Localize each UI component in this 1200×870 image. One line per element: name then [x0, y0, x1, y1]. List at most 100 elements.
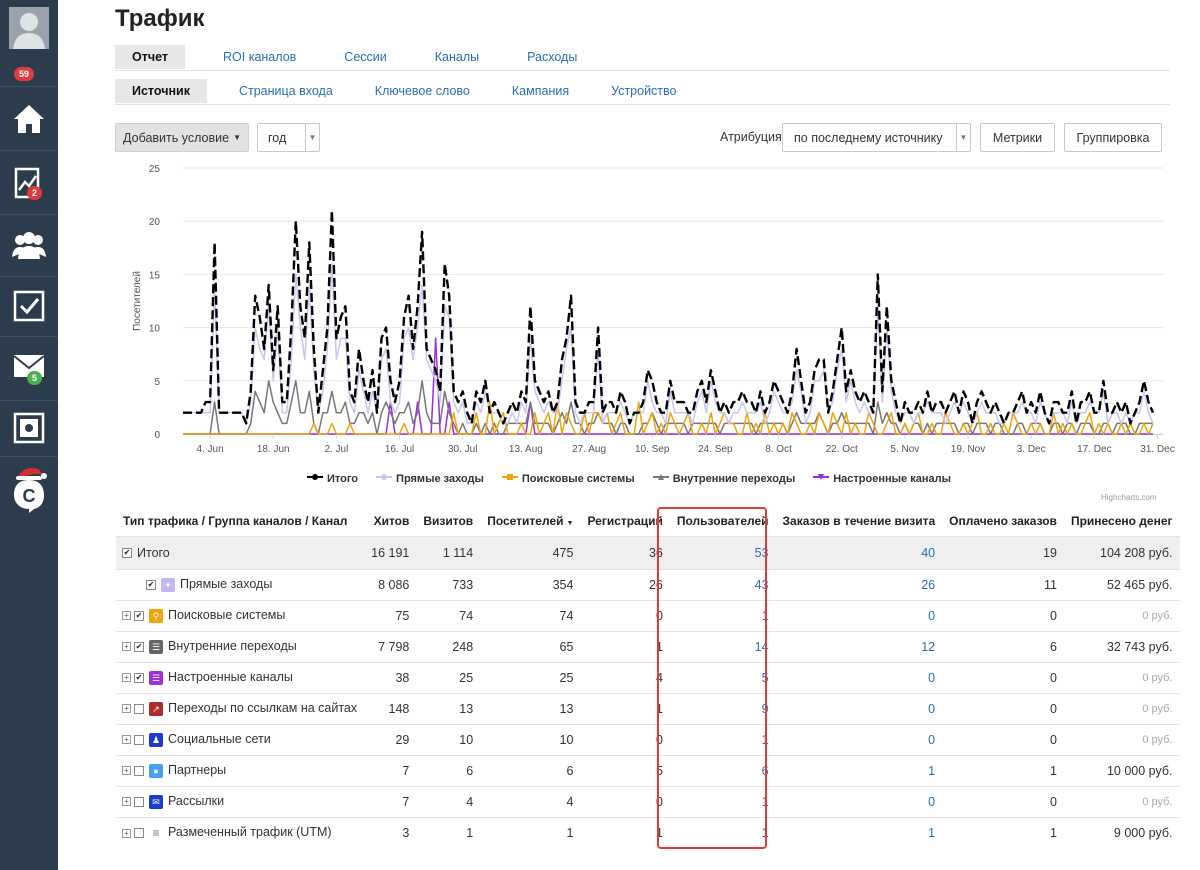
notifications-badge[interactable]: 59	[14, 67, 35, 81]
cell-visits: 13	[416, 692, 481, 724]
metrics-button[interactable]: Метрики	[980, 123, 1055, 152]
row-checkbox[interactable]	[134, 828, 144, 839]
cell-orders[interactable]: 1	[775, 816, 943, 848]
table-row[interactable]: + ✔ ☰ Настроенные каналы 38 25 25 4 5 0 0 0 руб.	[116, 661, 1180, 693]
audience-nav[interactable]	[0, 220, 58, 270]
tab-source[interactable]: Источник	[115, 79, 207, 103]
table-row[interactable]: + ● Партнеры 7 6 6 5 6 1 1 10 000 руб.	[116, 754, 1180, 786]
row-label: Социальные сети	[168, 732, 271, 747]
cell-orders[interactable]: 0	[775, 692, 943, 724]
expand-icon[interactable]: +	[122, 828, 131, 838]
settings-nav[interactable]	[0, 406, 58, 450]
col-header-visits[interactable]: Визитов	[423, 513, 474, 528]
table-row[interactable]: + ✔ ⚲ Поисковые системы 75 74 74 0 1 0 0 0 руб.	[116, 599, 1180, 631]
attribution-select[interactable]: по последнему источнику ▼	[782, 123, 971, 152]
legend-item[interactable]: Внутренние переходы	[652, 472, 795, 485]
expand-icon[interactable]: +	[122, 766, 131, 776]
table-row[interactable]: + ✉ Рассылки 7 4 4 0 1 0 0 0 руб.	[116, 785, 1180, 817]
x-tick-label: 24. Sep	[698, 444, 733, 455]
tasks-nav[interactable]	[0, 282, 58, 330]
stats-nav[interactable]	[0, 158, 58, 208]
col-header-visitors[interactable]: Посетителей ▼	[487, 513, 574, 528]
expand-icon[interactable]: +	[122, 642, 131, 652]
row-checkbox[interactable]	[134, 703, 144, 714]
expand-icon[interactable]: +	[122, 704, 131, 714]
cell-users[interactable]: 1	[669, 785, 776, 817]
tab-channels[interactable]: Каналы	[434, 50, 480, 64]
row-checkbox[interactable]: ✔	[146, 579, 156, 590]
mail-icon: ✉	[149, 794, 163, 809]
legend-item[interactable]: Настроенные каналы	[813, 472, 951, 485]
table-row[interactable]: ✔ ✦ Прямые заходы 8 086 733 354 26 43 26 11 52 465…	[116, 568, 1180, 600]
row-checkbox[interactable]	[134, 796, 144, 807]
tab-expenses[interactable]: Расходы	[527, 50, 578, 64]
series-line-2	[183, 401, 1154, 435]
cell-paid: 0	[942, 723, 1064, 755]
cell-orders[interactable]: 12	[775, 630, 943, 662]
col-header-hits[interactable]: Хитов	[373, 513, 410, 528]
expand-icon[interactable]: +	[122, 735, 131, 745]
row-checkbox[interactable]: ✔	[122, 548, 132, 559]
table-row[interactable]: + ✔ ☰ Внутренние переходы 7 798 248 65 1 14 12 6 32…	[116, 630, 1180, 662]
cell-users[interactable]: 53	[669, 535, 776, 569]
add-condition-button[interactable]: Добавить условие ▼	[115, 123, 249, 152]
col-header-channel[interactable]: Тип трафика / Группа каналов / Канал	[123, 513, 348, 528]
cell-paid: 19	[942, 535, 1064, 569]
row-checkbox[interactable]	[134, 734, 144, 745]
expand-icon[interactable]: +	[122, 797, 131, 807]
cell-orders[interactable]: 1	[775, 754, 943, 786]
table-row[interactable]: + ↗ Переходы по ссылкам на сайтах 148 13 13 1 9…	[116, 692, 1180, 724]
col-header-paid[interactable]: Оплачено заказов	[949, 513, 1057, 528]
cell-users[interactable]: 1	[669, 816, 776, 848]
cell-users[interactable]: 43	[669, 568, 776, 600]
cell-registrations: 1	[580, 630, 670, 662]
col-header-orders[interactable]: Заказов в течение визита	[782, 513, 936, 528]
cell-money: 32 743 руб.	[1063, 630, 1180, 662]
cell-visits: 1 114	[416, 535, 481, 569]
cell-users[interactable]: 14	[669, 630, 776, 662]
table-row[interactable]: + ♟ Социальные сети 29 10 10 0 1 0 0 0 руб.	[116, 723, 1180, 755]
cell-orders[interactable]: 26	[775, 568, 943, 600]
cell-visits: 25	[416, 661, 481, 693]
tab-report[interactable]: Отчет	[115, 45, 186, 69]
tab-sessions[interactable]: Сессии	[344, 50, 387, 64]
home-nav[interactable]	[0, 94, 58, 144]
tab-keyword[interactable]: Ключевое слово	[374, 84, 470, 98]
expand-icon[interactable]: +	[122, 673, 131, 683]
cell-users[interactable]: 6	[669, 754, 776, 786]
row-checkbox[interactable]	[134, 765, 144, 776]
period-select[interactable]: год ▼	[257, 123, 320, 152]
cell-orders[interactable]: 40	[775, 535, 943, 569]
row-checkbox[interactable]: ✔	[134, 641, 144, 652]
cell-orders[interactable]: 0	[775, 599, 943, 631]
cell-users[interactable]: 5	[669, 661, 776, 693]
cell-users[interactable]: 1	[669, 599, 776, 631]
cell-orders[interactable]: 0	[775, 723, 943, 755]
cell-users[interactable]: 1	[669, 723, 776, 755]
legend-item[interactable]: Поисковые системы	[501, 472, 635, 485]
avatar[interactable]	[0, 6, 58, 50]
tab-campaign[interactable]: Кампания	[511, 84, 570, 98]
row-label: Переходы по ссылкам на сайтах	[168, 701, 358, 716]
cell-users[interactable]: 9	[669, 692, 776, 724]
col-header-money[interactable]: Принесено денег	[1070, 513, 1173, 528]
legend-item[interactable]: Прямые заходы	[376, 472, 484, 485]
cell-orders[interactable]: 0	[775, 661, 943, 693]
cell-money: 9 000 руб.	[1063, 816, 1180, 848]
expand-icon[interactable]: +	[122, 611, 131, 621]
grouping-button[interactable]: Группировка	[1064, 123, 1162, 152]
y-tick-label: 25	[149, 164, 161, 175]
cell-orders[interactable]: 0	[775, 785, 943, 817]
col-header-registrations[interactable]: Регистраций	[587, 513, 663, 528]
row-checkbox[interactable]: ✔	[134, 610, 144, 621]
legend-item[interactable]: Итого	[307, 472, 358, 485]
table-row[interactable]: + ≡ Размеченный трафик (UTM) 3 1 1 1 1 1 1 9 000 р…	[116, 816, 1180, 848]
col-header-users[interactable]: Пользователей	[676, 513, 769, 528]
row-checkbox[interactable]: ✔	[134, 672, 144, 683]
tab-landing-page[interactable]: Страница входа	[238, 84, 333, 98]
cell-visitors: 354	[480, 568, 581, 600]
tab-device[interactable]: Устройство	[611, 84, 677, 98]
page-title: Трафик	[115, 5, 205, 32]
tab-roi-channels[interactable]: ROI каналов	[223, 50, 297, 64]
table-row[interactable]: ✔ Итого 16 191 1 114 475 36 53 40 19 104 208 руб.	[116, 535, 1180, 569]
